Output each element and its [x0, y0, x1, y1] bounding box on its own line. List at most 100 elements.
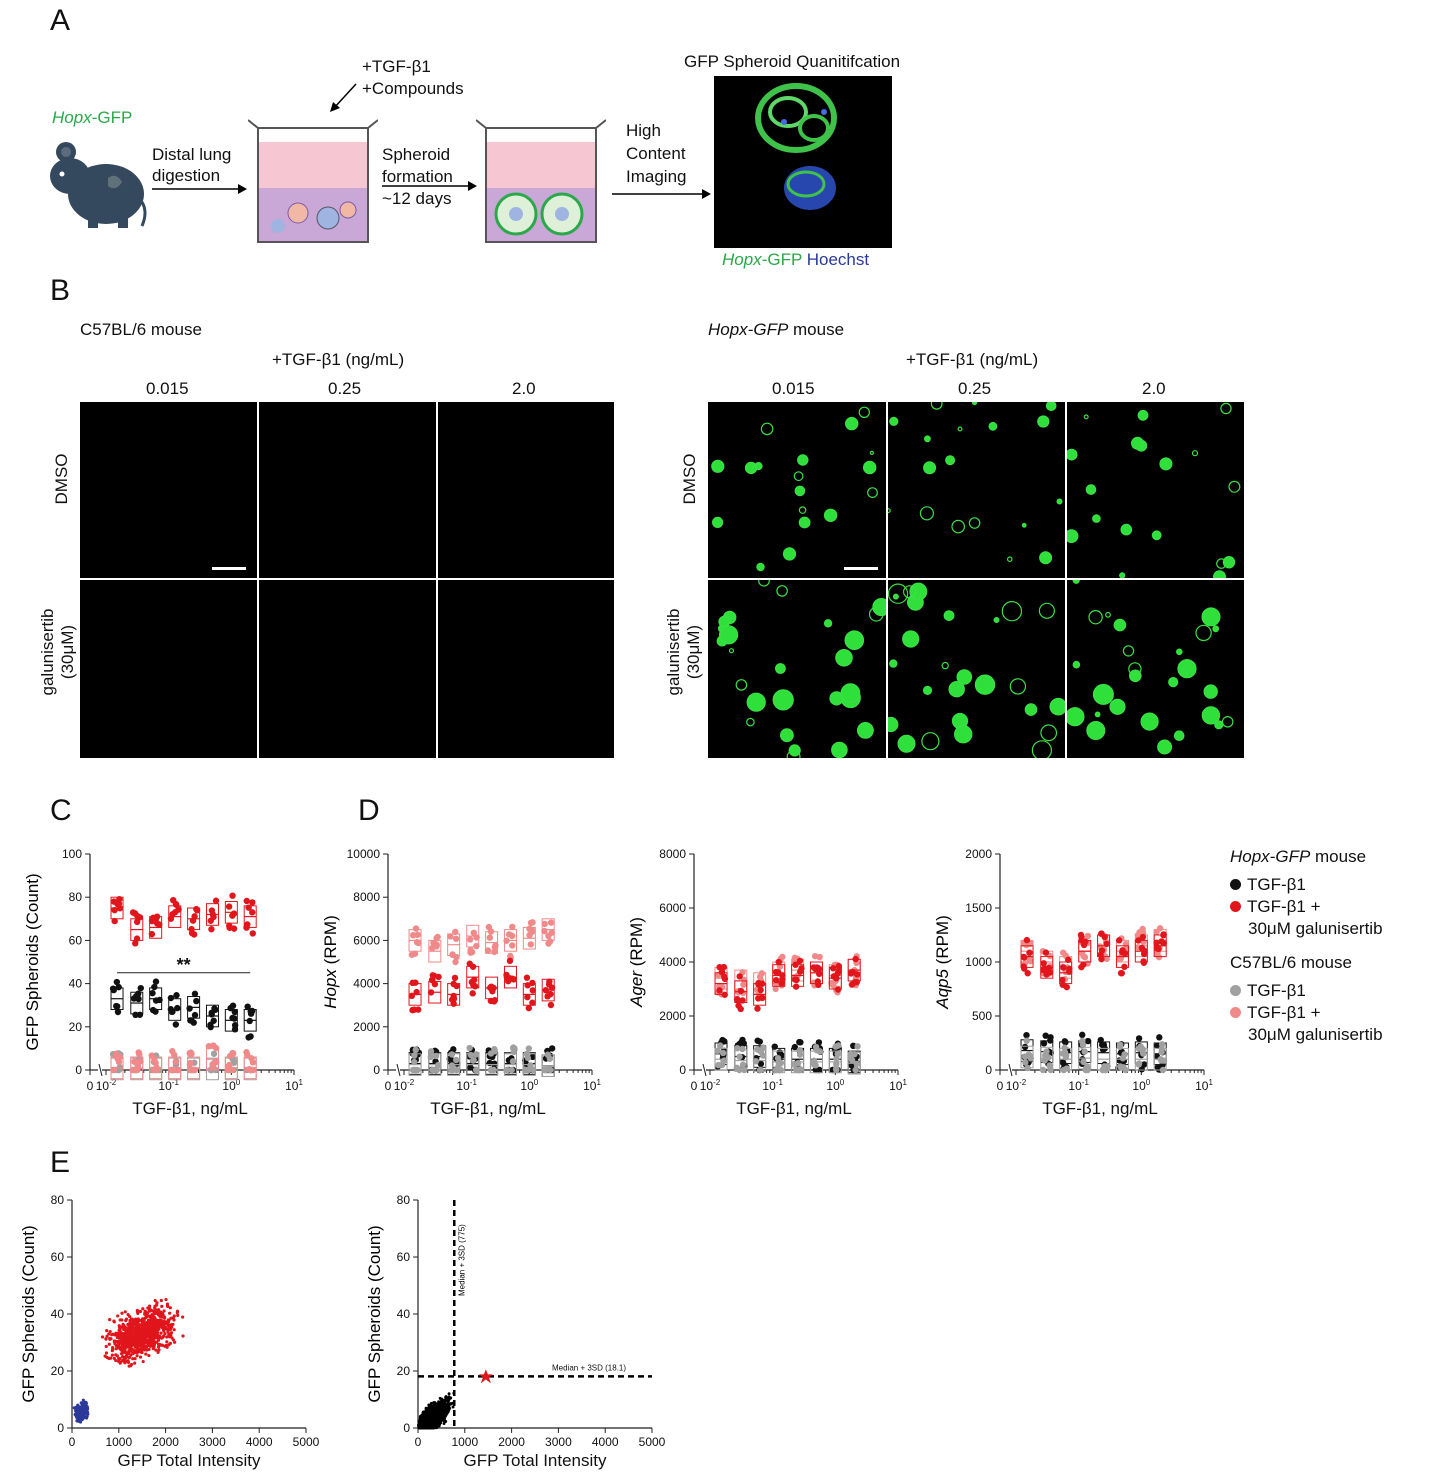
x-axis-title: TGF-β1, ng/mL	[736, 1099, 852, 1118]
data-point	[1079, 950, 1086, 957]
y-axis-title: Aqp5 (RPM)	[933, 915, 952, 1010]
highlight-star-icon	[478, 1369, 493, 1384]
data-point	[757, 1060, 765, 1067]
data-point	[172, 1328, 176, 1332]
data-point	[76, 1403, 80, 1407]
data-point	[466, 936, 474, 943]
data-point	[448, 1406, 452, 1410]
data-point	[1065, 956, 1072, 964]
data-point	[156, 1350, 160, 1354]
x-tick-label: 10-1	[762, 1078, 783, 1093]
b-right-conc-1: 0.015	[772, 379, 815, 398]
data-point	[470, 982, 477, 989]
data-point	[452, 935, 460, 942]
data-point	[1039, 1066, 1047, 1074]
panel-label-a: A	[50, 4, 71, 37]
spheroid-mark	[945, 455, 956, 466]
data-point	[175, 1311, 179, 1315]
data-point	[209, 1064, 216, 1071]
data-point	[165, 1340, 169, 1344]
data-point	[1021, 1043, 1029, 1051]
data-point	[425, 1408, 429, 1412]
data-point	[145, 1311, 150, 1315]
micrograph-green	[1067, 402, 1244, 578]
spheroid-mark	[968, 517, 981, 529]
spheroid-mark	[869, 450, 874, 456]
data-point	[1061, 1038, 1068, 1045]
data-point	[114, 1358, 118, 1363]
data-point	[146, 1326, 150, 1330]
data-point	[467, 946, 474, 954]
data-point	[149, 1329, 153, 1333]
data-point	[1160, 1057, 1168, 1064]
data-point	[438, 1422, 442, 1426]
data-point	[126, 1360, 131, 1365]
data-point	[186, 1005, 193, 1012]
data-point	[757, 986, 764, 994]
data-point	[1024, 1064, 1031, 1072]
spheroid-mark	[888, 583, 909, 604]
data-point	[226, 1061, 233, 1069]
spheroid-mark	[823, 508, 838, 523]
spheroid-mark	[1105, 611, 1111, 618]
spheroid-mark	[1037, 415, 1050, 428]
data-point	[425, 1422, 429, 1426]
data-point	[205, 1042, 213, 1050]
spheroid-mark	[943, 610, 955, 621]
data-point	[152, 1316, 156, 1320]
data-point	[115, 983, 122, 991]
data-point	[771, 1043, 778, 1050]
data-point	[1116, 1043, 1124, 1050]
step3-text: High Content Imaging	[626, 121, 687, 186]
data-point	[439, 1416, 443, 1420]
x-tick-label: 10-2	[700, 1078, 721, 1093]
b-right-conc-2: 0.25	[958, 379, 992, 398]
data-point	[715, 1061, 722, 1069]
data-point	[1140, 958, 1147, 965]
data-point	[491, 948, 498, 956]
data-point	[133, 1356, 137, 1361]
data-point	[124, 1318, 128, 1323]
data-point	[433, 1421, 437, 1425]
spheroid-mark	[797, 454, 809, 466]
data-point	[138, 1309, 143, 1314]
data-point	[229, 1050, 237, 1057]
data-point	[123, 1347, 127, 1351]
spheroid-mark	[1067, 529, 1079, 543]
data-point	[453, 1056, 460, 1064]
data-point	[147, 1306, 152, 1311]
data-point	[212, 1044, 220, 1052]
data-point	[166, 1304, 170, 1308]
data-point	[427, 1406, 431, 1410]
data-point	[107, 1332, 111, 1336]
data-point	[473, 934, 480, 941]
data-point	[544, 1051, 551, 1058]
data-point	[248, 1055, 255, 1062]
data-point	[137, 984, 144, 992]
spheroid-mark	[923, 461, 937, 475]
data-point	[75, 1415, 79, 1420]
data-point	[524, 982, 531, 989]
data-point	[541, 920, 548, 928]
y-tick-label: 20	[69, 1020, 83, 1034]
data-point	[122, 1327, 126, 1332]
data-point	[793, 976, 800, 984]
data-point	[835, 962, 843, 970]
data-point	[796, 957, 804, 965]
x-tick-label: 10-2	[1006, 1078, 1027, 1093]
data-point	[448, 1051, 456, 1058]
data-point	[758, 970, 766, 977]
data-point	[524, 1054, 532, 1062]
data-point	[1118, 969, 1125, 977]
data-point	[431, 1417, 435, 1421]
data-point	[151, 1309, 155, 1313]
data-point	[141, 1334, 145, 1339]
axis-break	[702, 1063, 707, 1077]
data-point	[410, 1058, 418, 1066]
data-point	[153, 920, 161, 927]
mouse-label: Hopx-GFP	[52, 108, 133, 127]
data-point	[118, 1318, 122, 1322]
data-point	[118, 1361, 122, 1365]
spheroid-mark	[888, 508, 891, 514]
spheroid-mark	[735, 679, 748, 691]
